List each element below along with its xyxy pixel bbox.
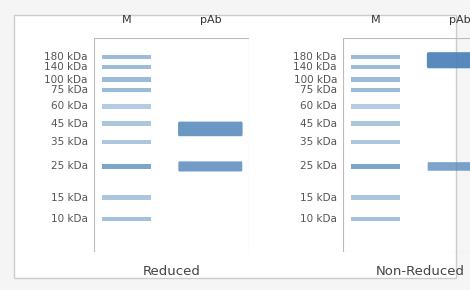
Text: 180 kDa: 180 kDa <box>293 52 337 62</box>
FancyBboxPatch shape <box>428 162 470 171</box>
Bar <box>102 217 151 221</box>
Text: Non-Reduced: Non-Reduced <box>376 265 465 278</box>
FancyBboxPatch shape <box>427 52 470 68</box>
FancyBboxPatch shape <box>178 122 243 136</box>
Bar <box>102 77 151 82</box>
Bar <box>102 65 151 69</box>
Text: 15 kDa: 15 kDa <box>51 193 88 203</box>
Bar <box>351 195 400 200</box>
Bar <box>102 122 151 126</box>
Bar <box>351 77 400 82</box>
Text: 35 kDa: 35 kDa <box>300 137 337 147</box>
Text: 60 kDa: 60 kDa <box>51 102 88 111</box>
Text: M: M <box>371 15 381 25</box>
Text: 140 kDa: 140 kDa <box>44 62 88 72</box>
Bar <box>102 88 151 93</box>
Text: 25 kDa: 25 kDa <box>300 162 337 171</box>
Text: 75 kDa: 75 kDa <box>51 85 88 95</box>
Text: 100 kDa: 100 kDa <box>294 75 337 85</box>
Text: 140 kDa: 140 kDa <box>293 62 337 72</box>
Bar <box>351 65 400 69</box>
Text: Reduced: Reduced <box>142 265 201 278</box>
Bar <box>351 139 400 144</box>
Bar <box>351 217 400 221</box>
FancyBboxPatch shape <box>179 162 242 171</box>
Bar <box>351 122 400 126</box>
Bar <box>351 55 400 59</box>
Bar <box>102 139 151 144</box>
Bar <box>102 164 151 168</box>
Text: 15 kDa: 15 kDa <box>300 193 337 203</box>
Text: pAb: pAb <box>448 15 470 25</box>
Bar <box>102 104 151 108</box>
Text: 25 kDa: 25 kDa <box>51 162 88 171</box>
Text: 180 kDa: 180 kDa <box>44 52 88 62</box>
Bar <box>351 88 400 93</box>
Bar <box>351 164 400 168</box>
Text: M: M <box>122 15 132 25</box>
Text: 75 kDa: 75 kDa <box>300 85 337 95</box>
Text: 10 kDa: 10 kDa <box>51 214 88 224</box>
Text: pAb: pAb <box>199 15 221 25</box>
Text: 60 kDa: 60 kDa <box>300 102 337 111</box>
Bar <box>351 104 400 108</box>
Text: 45 kDa: 45 kDa <box>51 119 88 128</box>
Text: 45 kDa: 45 kDa <box>300 119 337 128</box>
Text: 35 kDa: 35 kDa <box>51 137 88 147</box>
Bar <box>102 55 151 59</box>
Text: 100 kDa: 100 kDa <box>45 75 88 85</box>
Bar <box>102 195 151 200</box>
Text: 10 kDa: 10 kDa <box>300 214 337 224</box>
